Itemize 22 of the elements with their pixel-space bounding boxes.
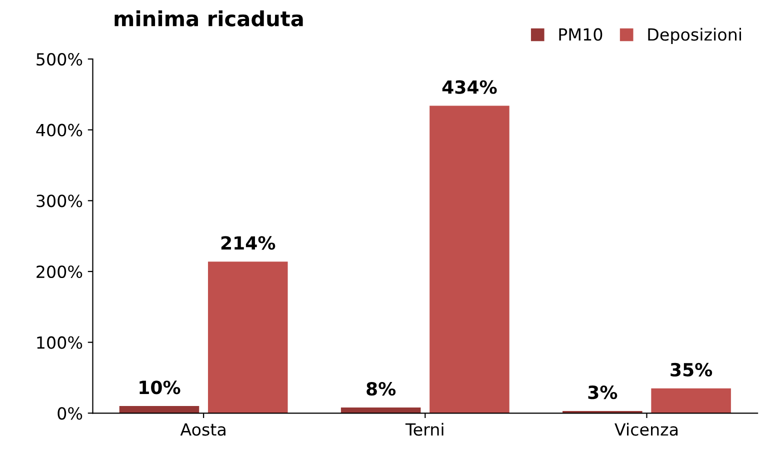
chart-title: minima ricaduta [114, 10, 303, 26]
data-label: 8% [366, 382, 396, 396]
data-label: 10% [140, 380, 180, 394]
x-tick-label: Vicenza [614, 422, 678, 436]
y-tick-label: 400% [36, 124, 82, 136]
bar [430, 106, 510, 414]
y-tick-label: 0% [58, 407, 82, 420]
y-tick-label: 300% [36, 194, 82, 208]
data-label: 3% [588, 386, 618, 400]
data-label: 434% [442, 80, 497, 94]
data-label: 35% [670, 362, 712, 377]
x-tick-label: Terni [405, 422, 444, 436]
y-tick-label: 200% [36, 265, 82, 278]
data-label: 214% [221, 236, 276, 250]
legend-label: Deposizioni [648, 28, 741, 44]
bar [651, 388, 731, 414]
legend-label: PM10 [559, 28, 602, 41]
bar [119, 406, 200, 414]
y-tick-label: 500% [36, 52, 82, 66]
y-tick-label: 100% [37, 336, 82, 349]
bar [208, 262, 288, 414]
x-tick-label: Aosta [180, 423, 226, 436]
